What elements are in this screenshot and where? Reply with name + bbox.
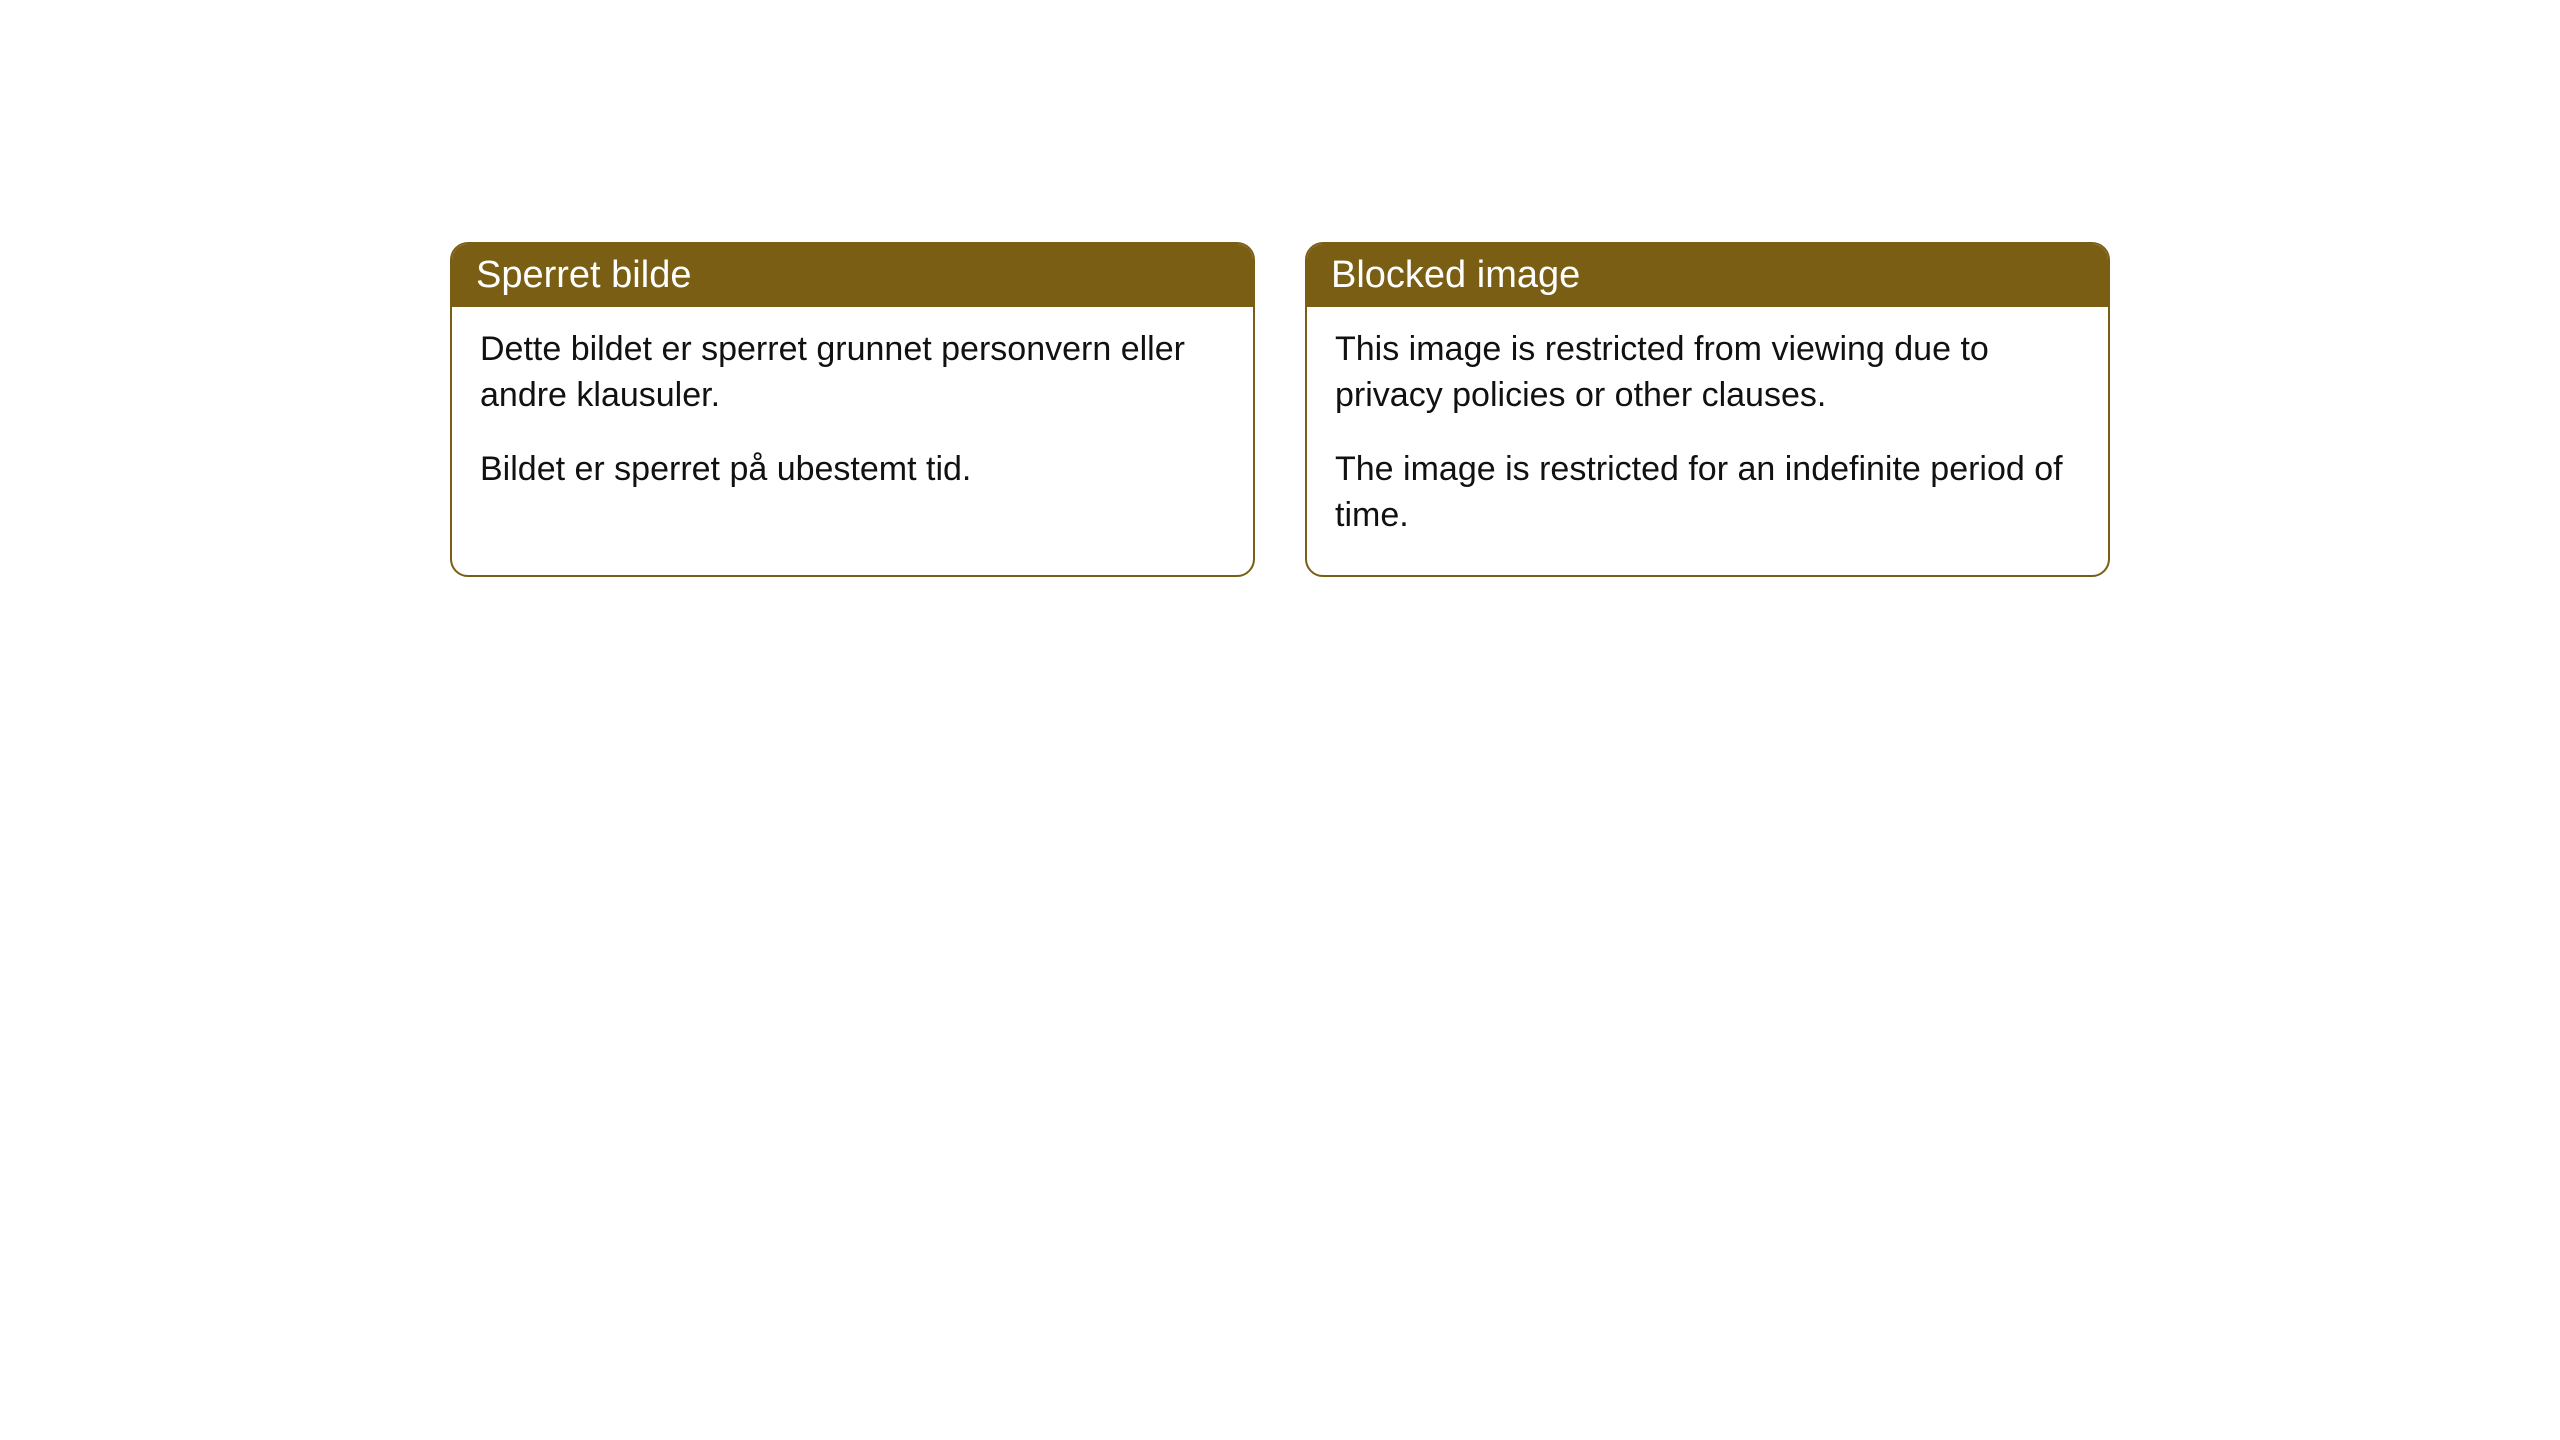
card-paragraph: This image is restricted from viewing du…: [1335, 327, 2080, 419]
card-header: Blocked image: [1307, 244, 2108, 307]
card-body: This image is restricted from viewing du…: [1307, 307, 2108, 575]
notice-cards-container: Sperret bilde Dette bildet er sperret gr…: [450, 242, 2110, 577]
notice-card-english: Blocked image This image is restricted f…: [1305, 242, 2110, 577]
card-paragraph: The image is restricted for an indefinit…: [1335, 447, 2080, 539]
card-paragraph: Dette bildet er sperret grunnet personve…: [480, 327, 1225, 419]
card-paragraph: Bildet er sperret på ubestemt tid.: [480, 447, 1225, 493]
notice-card-norwegian: Sperret bilde Dette bildet er sperret gr…: [450, 242, 1255, 577]
card-header: Sperret bilde: [452, 244, 1253, 307]
card-body: Dette bildet er sperret grunnet personve…: [452, 307, 1253, 529]
